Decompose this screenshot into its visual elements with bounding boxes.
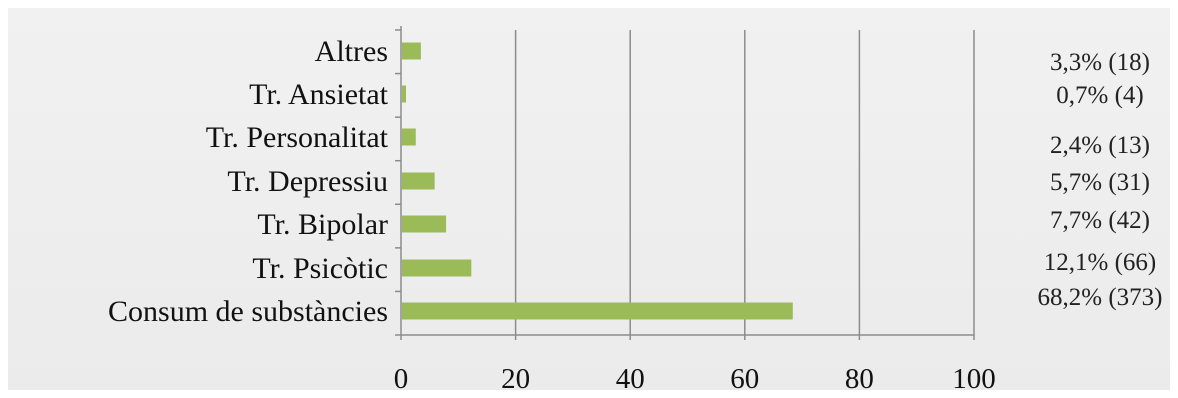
bar-altres [402,42,421,60]
chart-background [8,8,1170,390]
value-label: 7,7% (42) [1050,207,1150,234]
value-label: 3,3% (18) [1050,49,1150,76]
x-tick-label: 40 [616,363,645,395]
value-label: 0,7% (4) [1056,82,1143,109]
value-label: 2,4% (13) [1050,132,1150,159]
bar-consum-de-subst-ncies [402,302,793,320]
x-tick-label: 100 [952,363,996,395]
x-tick-label: 0 [394,363,409,395]
bar-tr-ansietat [402,85,407,103]
x-tick-label: 20 [501,363,530,395]
category-label: Tr. Bipolar [257,208,388,241]
bar-tr-psic-tic [402,259,472,277]
axes [395,26,975,340]
category-label: Altres [315,35,388,68]
value-label: 5,7% (31) [1050,169,1150,196]
gridlines [514,30,975,335]
value-label: 12,1% (66) [1044,249,1156,276]
category-label: Tr. Psicòtic [252,252,388,285]
bar-tr-depressiu [402,172,435,190]
category-label: Consum de substàncies [108,295,388,328]
labels: Altres Tr. Ansietat Tr. Personalitat Tr. De… [108,35,1162,395]
category-label: Tr. Personalitat [206,121,389,154]
bars [402,42,793,320]
category-label: Tr. Ansietat [249,78,389,111]
x-tick-label: 60 [730,363,759,395]
value-label: 68,2% (373) [1038,284,1163,311]
category-label: Tr. Depressiu [227,165,388,198]
bar-tr-personalitat [402,128,416,146]
x-tick-label: 80 [845,363,874,395]
bar-tr-bipolar [402,215,447,233]
